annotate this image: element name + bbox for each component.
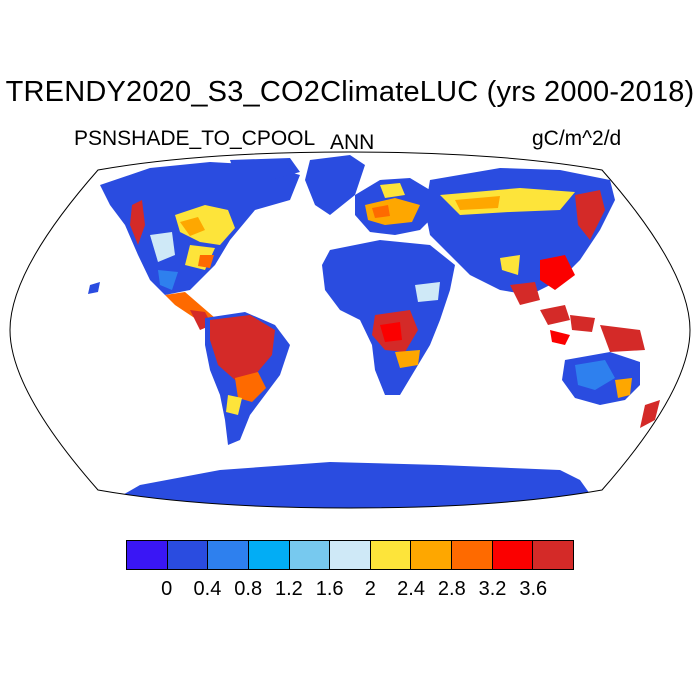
colorbar-tick-label: 1.2 xyxy=(275,578,303,600)
colorbar-tick-label: 3.2 xyxy=(478,578,507,600)
colorbar-tick-label: 2 xyxy=(364,578,376,600)
africa xyxy=(322,240,455,395)
map-boundary xyxy=(9,151,691,509)
colorbar-tick-label: 0.8 xyxy=(234,578,263,600)
europe xyxy=(355,178,440,235)
australia xyxy=(562,352,640,405)
colorbar-tick-label: 2.8 xyxy=(437,578,466,600)
colorbar-swatch xyxy=(330,541,371,569)
colorbar-swatch xyxy=(411,541,453,569)
colorbar-swatch xyxy=(492,541,534,569)
colorbar-swatch xyxy=(167,541,209,569)
map-title: TRENDY2020_S3_CO2ClimateLUC (yrs 2000-20… xyxy=(5,76,695,108)
antarctica xyxy=(100,462,600,508)
arctic-islands xyxy=(230,158,300,180)
asia xyxy=(425,168,615,305)
colorbar-swatch xyxy=(289,541,331,569)
colorbar-swatch xyxy=(533,541,574,569)
colorbar xyxy=(126,540,574,570)
colorbar-tick-label: 0.4 xyxy=(193,578,222,600)
colorbar-swatch xyxy=(248,541,290,569)
colorbar-swatch xyxy=(208,541,249,569)
hawaii xyxy=(88,282,100,294)
land-layer xyxy=(88,155,660,508)
colorbar-tick-label: 2.4 xyxy=(397,578,425,600)
units-label: gC/m^2/d xyxy=(532,127,622,150)
colorbar-tick-label: 0 xyxy=(161,578,173,600)
variable-subscript: ANN xyxy=(330,131,375,154)
north-america xyxy=(100,162,300,330)
southeast-asia xyxy=(540,305,645,352)
colorbar-swatch xyxy=(452,541,493,569)
south-america xyxy=(205,312,290,445)
colorbar-tick-label: 1.6 xyxy=(315,578,344,600)
variable-name: PSNSHADE_TO_CPOOL xyxy=(74,127,316,150)
greenland xyxy=(305,155,365,215)
new-zealand xyxy=(640,400,660,428)
colorbar-swatch xyxy=(127,541,168,569)
colorbar-tick-label: 3.6 xyxy=(519,578,548,600)
colorbar-swatch xyxy=(370,541,412,569)
